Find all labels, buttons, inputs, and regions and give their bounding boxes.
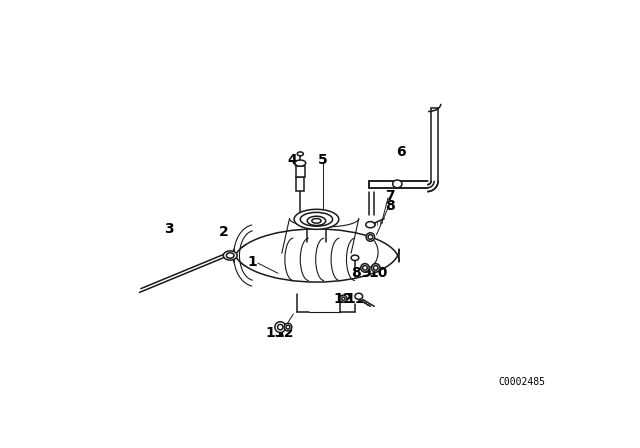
Ellipse shape: [312, 219, 321, 223]
Ellipse shape: [295, 160, 306, 166]
Text: 12: 12: [275, 326, 294, 340]
Text: 2: 2: [219, 225, 229, 239]
Ellipse shape: [294, 209, 339, 229]
Ellipse shape: [361, 263, 369, 272]
FancyBboxPatch shape: [296, 177, 304, 191]
Text: 8: 8: [385, 199, 394, 213]
Ellipse shape: [300, 212, 333, 226]
Text: 9: 9: [362, 266, 371, 280]
Ellipse shape: [351, 255, 359, 260]
Ellipse shape: [278, 324, 283, 330]
Text: C0002485: C0002485: [499, 377, 545, 387]
Text: 5: 5: [317, 153, 328, 167]
Text: 1: 1: [248, 254, 257, 269]
Ellipse shape: [366, 233, 374, 241]
Ellipse shape: [371, 263, 380, 272]
Ellipse shape: [368, 235, 372, 239]
Text: 13: 13: [265, 326, 285, 340]
Ellipse shape: [342, 297, 345, 300]
Text: 11: 11: [345, 292, 365, 306]
Ellipse shape: [297, 152, 303, 156]
Ellipse shape: [275, 322, 285, 332]
Ellipse shape: [373, 266, 378, 270]
Ellipse shape: [355, 293, 363, 299]
Text: 6: 6: [396, 145, 406, 159]
Ellipse shape: [307, 216, 326, 225]
Ellipse shape: [286, 325, 290, 329]
Ellipse shape: [227, 253, 234, 258]
Ellipse shape: [393, 180, 402, 188]
Ellipse shape: [365, 222, 375, 228]
Text: 7: 7: [385, 189, 394, 203]
Ellipse shape: [340, 295, 347, 302]
FancyBboxPatch shape: [296, 166, 305, 177]
Text: 4: 4: [287, 153, 297, 167]
Ellipse shape: [284, 323, 292, 331]
Text: 3: 3: [164, 222, 173, 237]
Ellipse shape: [363, 266, 367, 270]
Text: 12: 12: [333, 292, 353, 306]
Text: 8: 8: [351, 266, 362, 280]
Ellipse shape: [223, 251, 237, 260]
Text: 10: 10: [369, 266, 388, 280]
